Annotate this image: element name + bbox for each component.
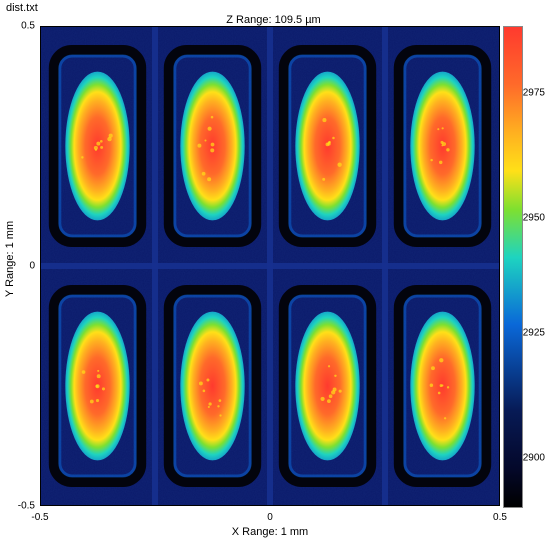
- x-axis-label: X Range: 1 mm: [40, 526, 500, 538]
- colorbar: [503, 26, 523, 508]
- colorbar-tick: 2975: [523, 88, 545, 99]
- page-root: dist.txt Z Range: 109.5 µm Y Range: 1 mm…: [0, 0, 547, 547]
- y-axis-label-wrap: Y Range: 1 mm: [0, 0, 40, 506]
- x-tick: 0: [267, 512, 273, 523]
- y-tick: 0.5: [5, 21, 35, 32]
- y-tick: -0.5: [5, 501, 35, 512]
- y-axis-label: Y Range: 1 mm: [4, 221, 16, 297]
- colorbar-tick: 2900: [523, 453, 545, 464]
- z-range-units: µm: [305, 14, 321, 26]
- plot-title: Z Range: 109.5 µm: [0, 14, 547, 26]
- heatmap-plot: [40, 26, 500, 506]
- colorbar-tick: 2925: [523, 328, 545, 339]
- x-tick: 0.5: [493, 512, 507, 523]
- title-prefix: Z Range:: [226, 14, 271, 26]
- x-tick: -0.5: [31, 512, 48, 523]
- z-range-value: 109.5: [275, 14, 303, 26]
- y-tick: 0: [5, 261, 35, 272]
- colorbar-tick: 2950: [523, 213, 545, 224]
